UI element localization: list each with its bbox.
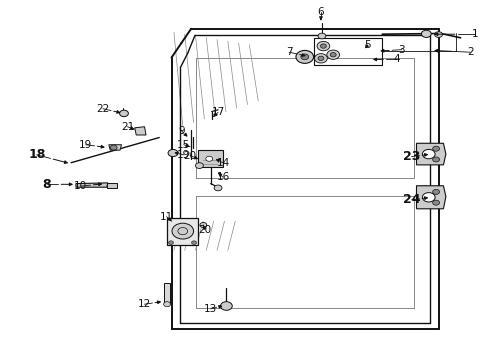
- Text: 14: 14: [216, 158, 230, 168]
- Circle shape: [422, 193, 435, 202]
- Text: 2: 2: [467, 47, 474, 57]
- Circle shape: [200, 222, 207, 228]
- Circle shape: [421, 30, 431, 37]
- Text: 11: 11: [160, 212, 173, 222]
- Text: 3: 3: [398, 45, 405, 55]
- Text: 21: 21: [121, 122, 134, 132]
- Circle shape: [327, 50, 340, 59]
- Circle shape: [164, 302, 171, 307]
- Circle shape: [214, 185, 222, 191]
- Text: 18: 18: [28, 148, 46, 161]
- Circle shape: [320, 44, 326, 48]
- Circle shape: [206, 156, 213, 161]
- Circle shape: [435, 32, 442, 37]
- Polygon shape: [107, 183, 117, 188]
- Text: 7: 7: [286, 47, 293, 57]
- Circle shape: [169, 241, 173, 244]
- Text: 23: 23: [403, 150, 420, 163]
- Circle shape: [433, 146, 440, 151]
- Circle shape: [318, 33, 326, 39]
- Text: 15: 15: [177, 140, 191, 150]
- Text: 20: 20: [198, 225, 211, 235]
- Text: 4: 4: [393, 54, 400, 64]
- Bar: [167, 218, 198, 245]
- Circle shape: [433, 189, 440, 194]
- Circle shape: [318, 56, 324, 60]
- Text: 9: 9: [178, 126, 185, 136]
- Text: 19: 19: [79, 140, 93, 150]
- Circle shape: [220, 302, 232, 310]
- Text: 17: 17: [211, 107, 225, 117]
- Circle shape: [317, 41, 330, 51]
- Text: 1: 1: [472, 29, 479, 39]
- Circle shape: [172, 223, 194, 239]
- Bar: [164, 283, 170, 304]
- Text: 19: 19: [177, 150, 191, 160]
- Circle shape: [330, 53, 336, 57]
- Polygon shape: [416, 186, 446, 209]
- Text: 20: 20: [184, 150, 196, 161]
- Text: 24: 24: [403, 193, 420, 206]
- Text: 5: 5: [364, 40, 371, 50]
- Text: 10: 10: [74, 181, 87, 191]
- Text: 6: 6: [318, 6, 324, 17]
- Polygon shape: [76, 183, 108, 187]
- Bar: [198, 150, 223, 167]
- Circle shape: [196, 163, 203, 168]
- Polygon shape: [416, 143, 446, 165]
- Circle shape: [110, 145, 117, 150]
- Circle shape: [433, 200, 440, 205]
- Text: 13: 13: [204, 304, 218, 314]
- Circle shape: [433, 157, 440, 162]
- Circle shape: [178, 228, 188, 235]
- Circle shape: [422, 149, 435, 159]
- Text: 8: 8: [42, 178, 51, 191]
- Circle shape: [120, 110, 128, 117]
- Circle shape: [301, 54, 309, 60]
- Circle shape: [192, 241, 196, 244]
- Circle shape: [315, 54, 327, 63]
- Text: 22: 22: [96, 104, 110, 114]
- Circle shape: [296, 50, 314, 63]
- Polygon shape: [109, 145, 122, 150]
- Polygon shape: [135, 127, 146, 135]
- Circle shape: [168, 149, 178, 157]
- Text: 16: 16: [216, 172, 230, 182]
- Text: 12: 12: [138, 299, 151, 309]
